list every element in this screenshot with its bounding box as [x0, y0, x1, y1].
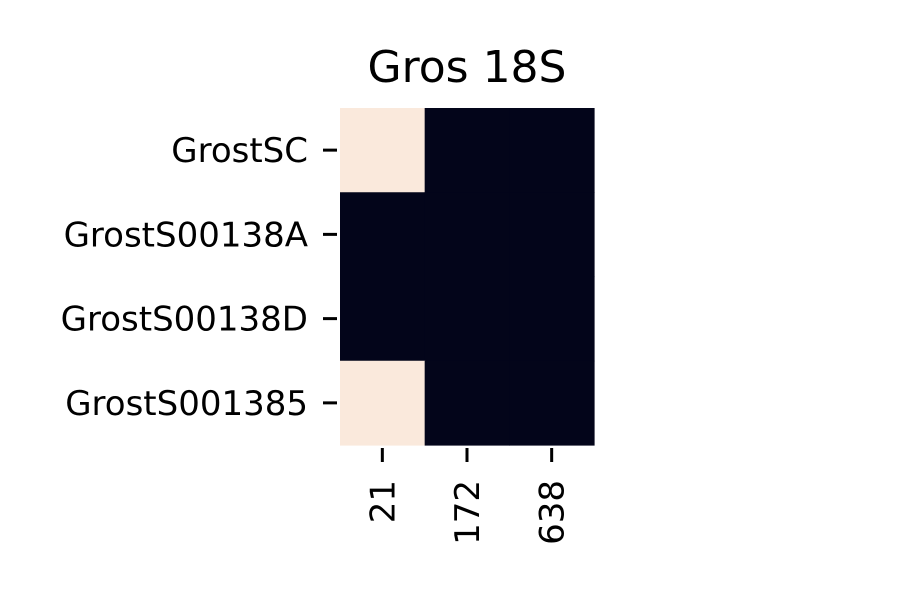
- y-tick-label-grosts00138a: GrostS00138A: [64, 215, 308, 255]
- heatmap-cell-grostsc-21: [340, 108, 426, 193]
- x-tick-label-638: 638: [533, 480, 573, 545]
- heatmap-cell-grosts001385-172: [424, 360, 510, 446]
- x-axis: 21 172 638: [363, 448, 573, 545]
- heatmap-cell-grosts00138a-21: [340, 192, 426, 278]
- y-axis: GrostSC GrostS00138A GrostS00138D GrostS001…: [61, 131, 337, 424]
- heatmap-cell-grosts00138a-172: [424, 192, 510, 278]
- heatmap-cell-grosts00138d-638: [509, 276, 595, 362]
- y-tick-label-grosts001385: GrostS001385: [65, 384, 308, 424]
- heatmap-cell-grosts001385-638: [509, 360, 595, 446]
- heatmap-cell-grostsc-172: [424, 108, 510, 193]
- y-tick-label-grostsc: GrostSC: [171, 131, 308, 171]
- heatmap-cell-grosts00138d-172: [424, 276, 510, 362]
- y-tick-label-grosts00138d: GrostS00138D: [61, 300, 308, 340]
- heatmap-cell-grostsc-638: [509, 108, 595, 193]
- heatmap-cell-grosts00138d-21: [340, 276, 426, 362]
- heatmap-cell-grosts001385-21: [340, 360, 426, 446]
- x-tick-label-172: 172: [448, 480, 488, 545]
- heatmap-cell-grosts00138a-638: [509, 192, 595, 278]
- x-tick-label-21: 21: [363, 480, 403, 523]
- heatmap-cells: [340, 108, 595, 446]
- chart-title: Gros 18S: [368, 42, 567, 93]
